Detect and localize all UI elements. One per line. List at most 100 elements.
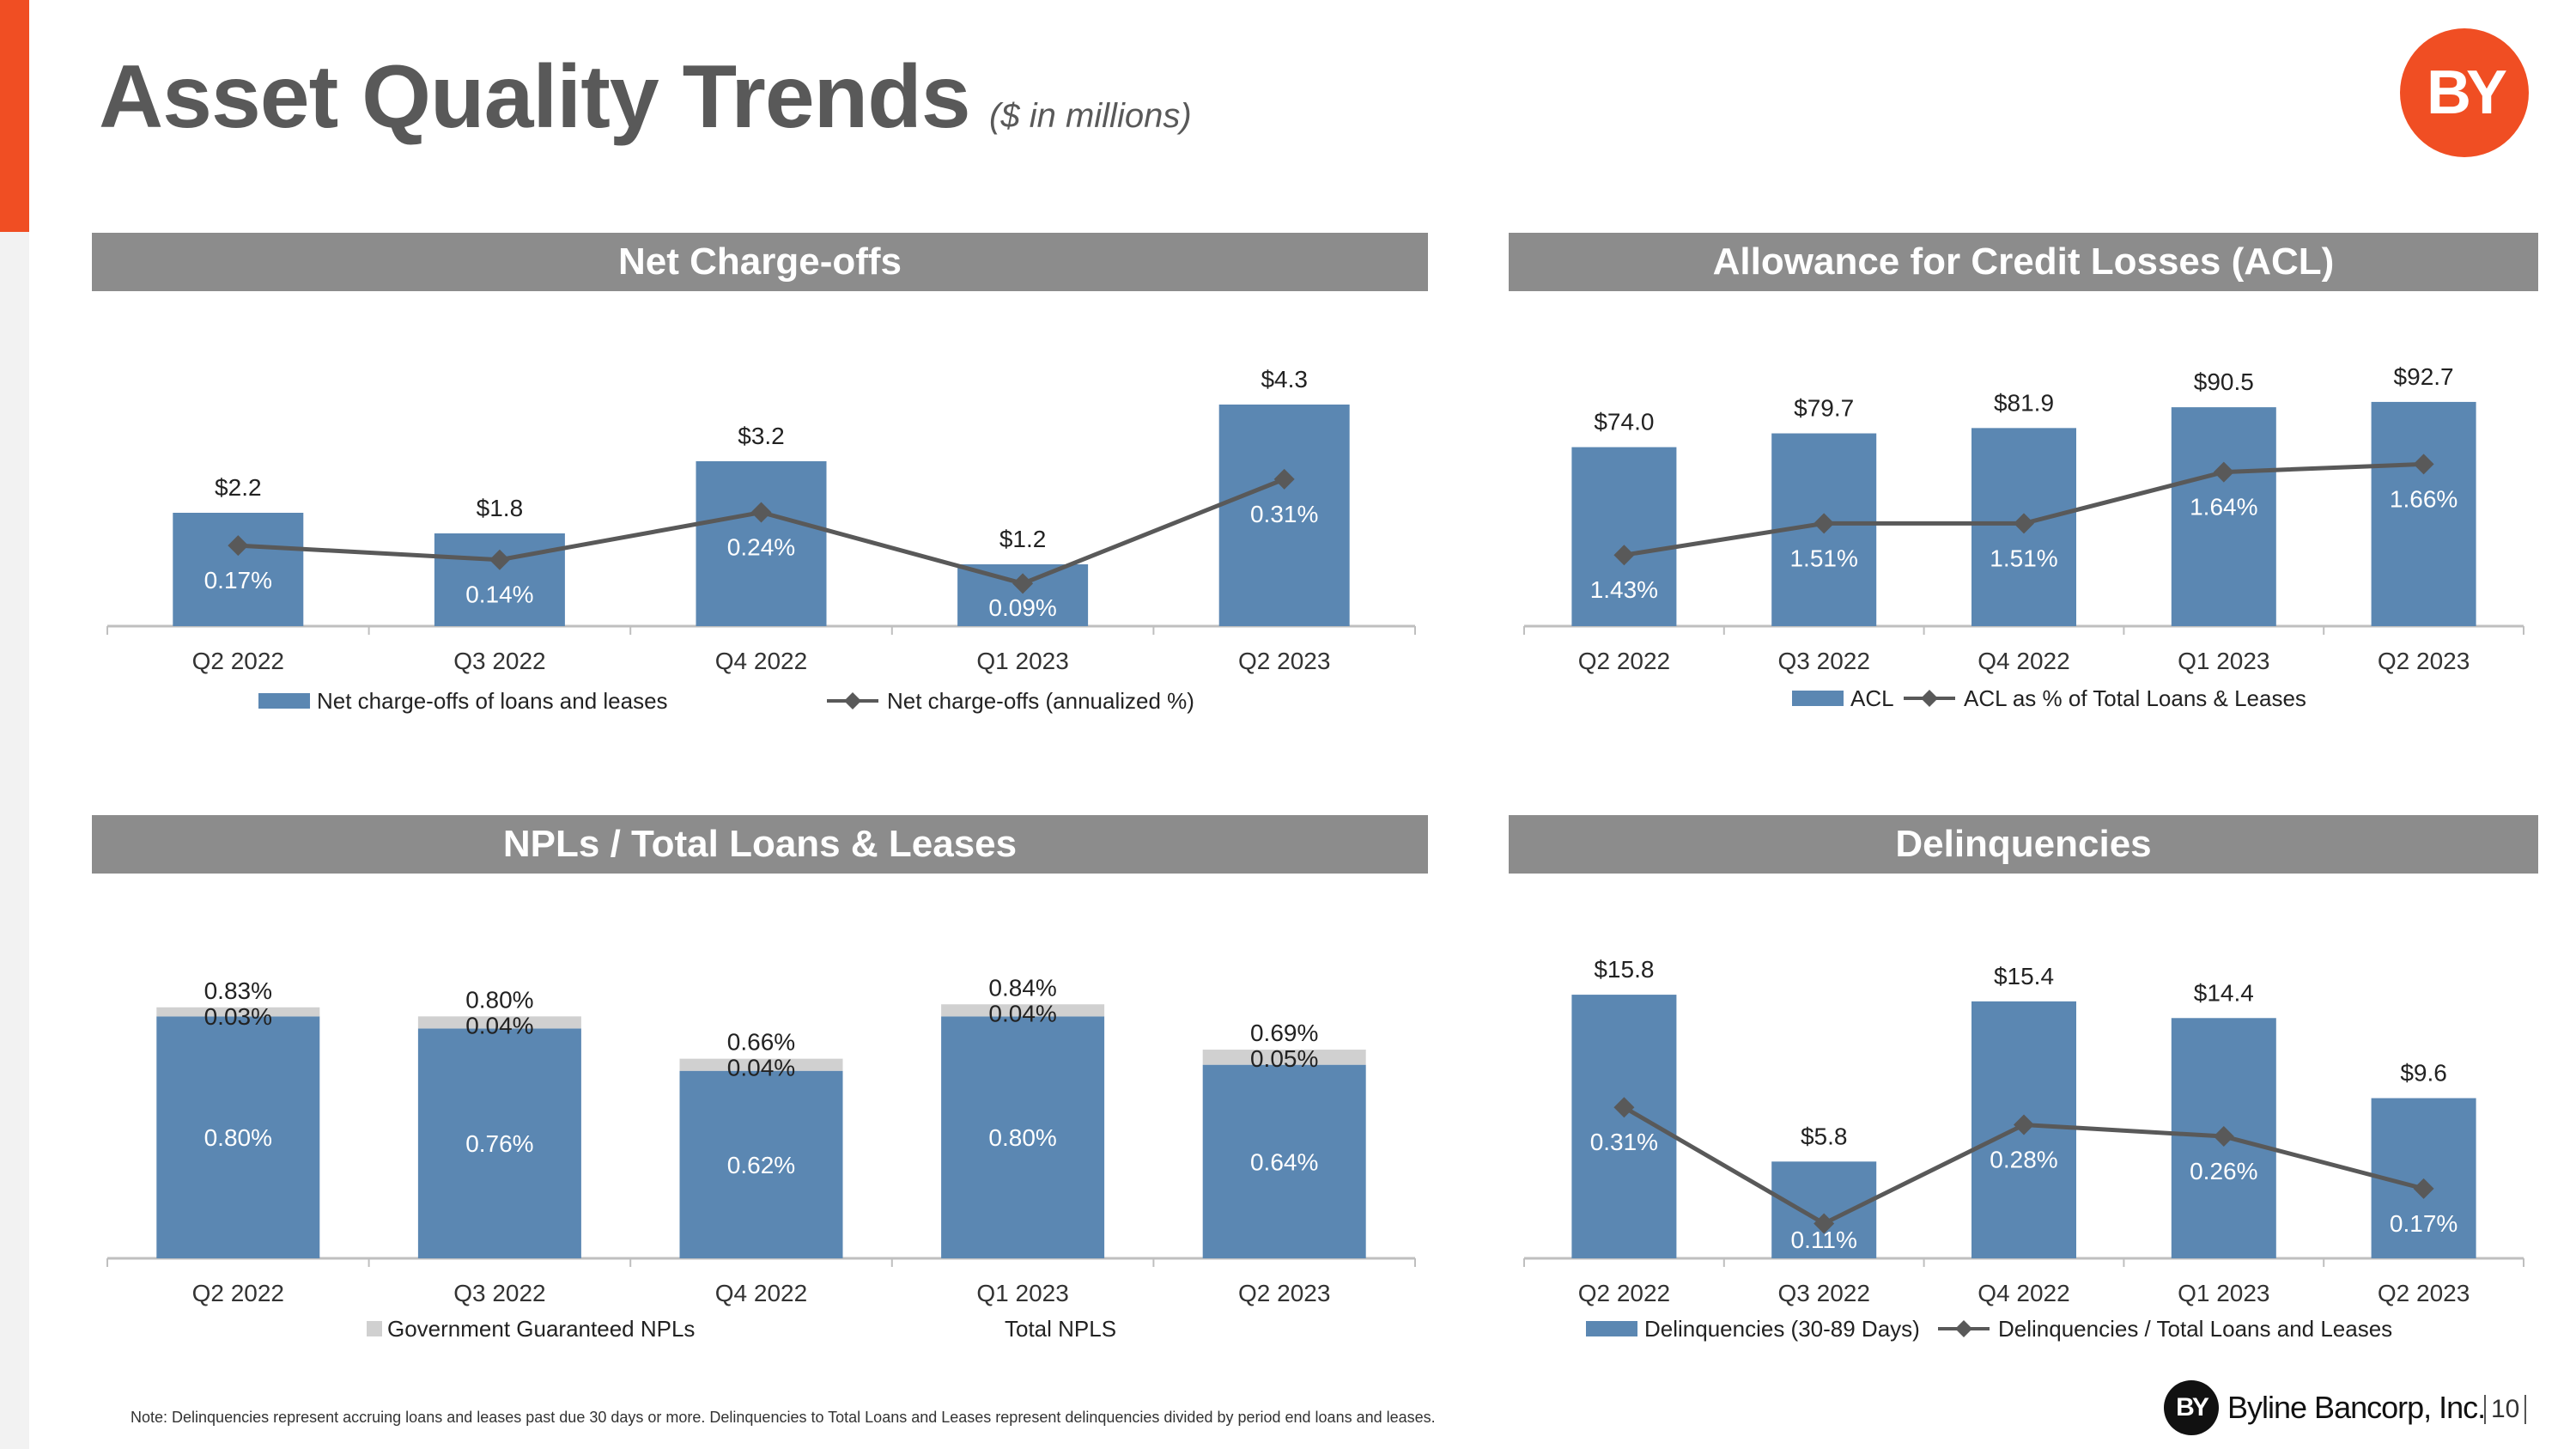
bar	[2171, 407, 2276, 626]
legend-label-line: Net charge-offs (annualized %)	[887, 688, 1194, 714]
delinquencies-chart: Q2 2022 Q3 2022 Q4 2022 Q1 2023 Q2 2023 $15.8…	[1523, 956, 2524, 1342]
bar-value-label: $14.4	[2194, 979, 2254, 1006]
category-label: Q1 2023	[2178, 1280, 2269, 1306]
total-value-label: 0.84%	[988, 974, 1056, 1001]
legend-swatch-bar	[367, 1321, 382, 1336]
bar-value-label: 0.64%	[1250, 1148, 1318, 1175]
stack-value-label: 0.04%	[988, 1000, 1056, 1026]
line-marker	[1613, 545, 1635, 566]
line-marker	[750, 502, 772, 523]
category-label: Q3 2022	[1777, 1280, 1869, 1306]
category-label: Q4 2022	[1978, 1280, 2069, 1306]
bar	[156, 1016, 320, 1258]
net-charge-offs-chart: Q2 2022 Q3 2022 Q4 2022 Q1 2023 Q2 2023 $2.2 $…	[106, 366, 1416, 714]
line-value-label: 1.64%	[2190, 494, 2257, 521]
total-value-label: 0.83%	[204, 977, 272, 1004]
page-number: 10	[2484, 1395, 2527, 1424]
category-label: Q2 2023	[1238, 1280, 1330, 1306]
legend-label-line: ACL as % of Total Loans & Leases	[1964, 685, 2306, 711]
category-label: Q2 2023	[1238, 648, 1330, 674]
total-value-label: 0.80%	[465, 986, 533, 1013]
line-marker	[228, 535, 249, 557]
line-marker	[1814, 1213, 1835, 1234]
bar-value-label: 0.62%	[727, 1152, 795, 1178]
line-marker	[2413, 454, 2434, 475]
line-marker	[2413, 1178, 2434, 1199]
page-subtitle: ($ in millions)	[989, 97, 1192, 135]
legend-swatch-marker	[1921, 690, 1938, 707]
bar-value-label: $3.2	[738, 423, 785, 449]
bar-value-label: $92.7	[2394, 363, 2454, 390]
line-marker	[1814, 513, 1835, 534]
legend-label-bar: ACL	[1850, 685, 1894, 711]
stack-bar	[1202, 1050, 1366, 1065]
line-value-label: 0.17%	[2390, 1210, 2458, 1237]
stack-bar	[941, 1004, 1105, 1017]
bar	[696, 461, 827, 626]
line-value-label: 0.14%	[465, 581, 533, 608]
bar-value-label: $4.3	[1261, 366, 1308, 393]
bar	[173, 513, 304, 626]
category-label: Q1 2023	[976, 648, 1068, 674]
line-value-label: 0.28%	[1990, 1147, 2057, 1173]
bar	[941, 1016, 1105, 1258]
line-marker	[2213, 461, 2234, 483]
category-label: Q2 2022	[192, 648, 284, 674]
line-value-label: 0.09%	[988, 594, 1056, 621]
category-label: Q1 2023	[2178, 648, 2269, 674]
stack-value-label: 0.03%	[204, 1003, 272, 1030]
stack-value-label: 0.05%	[1250, 1045, 1318, 1072]
stack-value-label: 0.04%	[727, 1055, 795, 1081]
category-label: Q3 2022	[1777, 648, 1869, 674]
category-label: Q4 2022	[1978, 648, 2069, 674]
total-value-label: 0.66%	[727, 1029, 795, 1056]
title-block: Asset Quality Trends ($ in millions)	[99, 46, 1192, 149]
legend-swatch-marker	[1955, 1320, 1972, 1337]
bar-value-label: 0.80%	[204, 1124, 272, 1151]
line-marker	[489, 549, 510, 570]
legend-swatch-bar	[1586, 1321, 1637, 1336]
bar	[417, 1028, 581, 1258]
bar-value-label: 0.80%	[988, 1124, 1056, 1151]
panel-npls: NPLs / Total Loans & Leases Q2 2022 Q3 20…	[92, 815, 1428, 1373]
line-value-label: 0.11%	[1791, 1227, 1857, 1253]
byline-logo: BY	[2400, 28, 2529, 157]
legend-label-line: Delinquencies / Total Loans and Leases	[1998, 1316, 2392, 1342]
accent-bar	[0, 0, 29, 232]
bar-value-label: $74.0	[1594, 409, 1654, 435]
category-label: Q2 2022	[1578, 1280, 1670, 1306]
line-marker	[2014, 1114, 2034, 1135]
line-value-label: 1.66%	[2390, 485, 2458, 512]
panel-header-npls: NPLs / Total Loans & Leases	[92, 815, 1428, 874]
panel-delinquencies: Delinquencies Q2 2022 Q3 2022 Q4 2022 Q1 20…	[1509, 815, 2538, 1373]
panel-header-delinquencies: Delinquencies	[1509, 815, 2538, 874]
bar-value-label: $90.5	[2194, 368, 2254, 395]
footer-logo: BY Byline Bancorp, Inc.	[2164, 1380, 2486, 1435]
footer-logo-badge: BY	[2164, 1380, 2219, 1435]
line-value-label: 0.24%	[727, 534, 795, 561]
stack-value-label: 0.04%	[465, 1012, 533, 1038]
legend-label-total: Total NPLS	[1005, 1316, 1116, 1342]
bar	[1202, 1064, 1366, 1258]
panel-header-net-charge-offs: Net Charge-offs	[92, 233, 1428, 291]
line-value-label: 0.17%	[204, 567, 272, 594]
bar	[1771, 1161, 1877, 1258]
category-label: Q2 2023	[2378, 1280, 2470, 1306]
bar	[1571, 447, 1677, 626]
left-margin-strip	[0, 0, 29, 1449]
line-value-label: 1.51%	[1789, 545, 1857, 571]
bar-value-label: $5.8	[1801, 1123, 1848, 1149]
line-value-label: 1.43%	[1590, 576, 1658, 603]
line-value-label: 0.26%	[2190, 1158, 2257, 1184]
line-marker	[2014, 513, 2034, 534]
bar	[1218, 405, 1350, 626]
line-value-label: 0.31%	[1590, 1129, 1658, 1155]
bar	[2371, 401, 2476, 626]
bar-value-label: $15.4	[1994, 963, 2054, 989]
bar-value-label: $79.7	[1794, 395, 1854, 422]
legend-swatch-marker	[844, 692, 861, 709]
total-value-label: 0.69%	[1250, 1020, 1318, 1046]
bar-value-label: $9.6	[2400, 1060, 2447, 1087]
bar-value-label: $81.9	[1994, 389, 2054, 416]
line-marker	[1613, 1097, 1635, 1118]
